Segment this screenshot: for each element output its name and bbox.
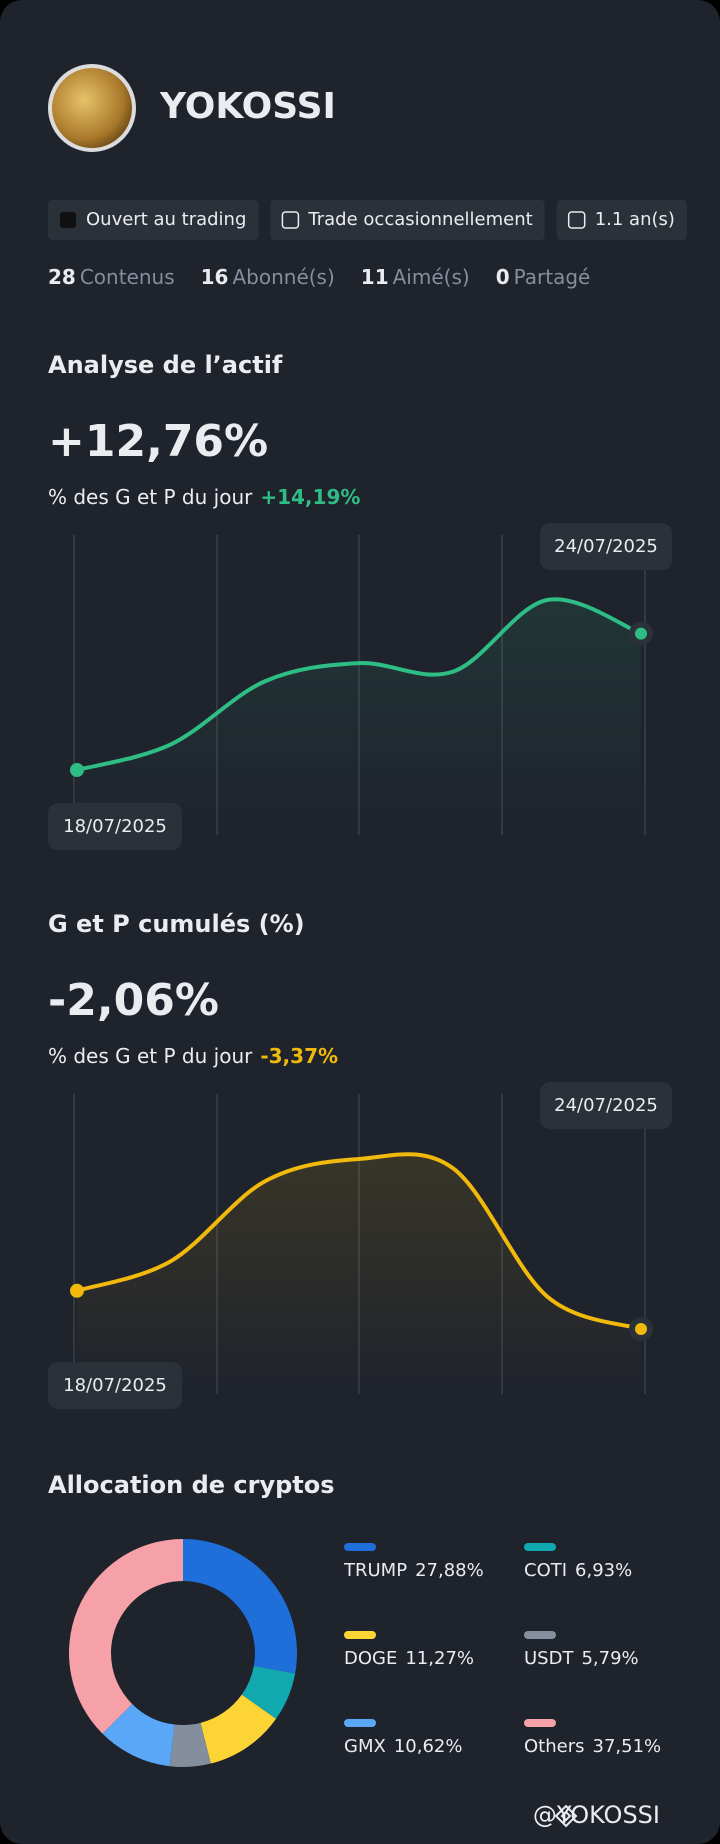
profile-name: YOKOSSI — [159, 86, 336, 127]
badge-bg — [556, 200, 687, 240]
end-point — [635, 627, 647, 640]
subtitle-text: % des G et P du jour — [48, 1044, 253, 1068]
legend-name: USDT — [524, 1648, 574, 1669]
date-box — [540, 523, 672, 570]
stat-label: Partagé — [514, 265, 591, 289]
donut-slice — [169, 1722, 211, 1767]
legend-entry: DOGE 11,27% — [344, 1648, 474, 1669]
legend-value: 10,62% — [394, 1736, 463, 1757]
subtitle-text: % des G et P du jour — [48, 485, 253, 509]
end-date: 24/07/2025 — [554, 536, 658, 557]
legend-name: Others — [524, 1736, 585, 1757]
area — [77, 1154, 641, 1394]
section-title: G et P cumulés (%) — [48, 910, 305, 938]
legend-name: GMX — [344, 1736, 386, 1757]
badge-icon — [60, 212, 76, 228]
start-date: 18/07/2025 — [63, 816, 167, 837]
day-change: +14,19% — [260, 485, 360, 509]
avatar — [52, 68, 132, 148]
stat-count: 11 — [361, 265, 389, 289]
date-box — [48, 803, 182, 850]
headline: -2,06% — [48, 975, 219, 1026]
legend-swatch — [524, 1543, 556, 1551]
badge-text: 1.1 an(s) — [595, 209, 675, 230]
stats: 28 Contenus 16 Abonné(s) 11 Aimé(s) 0 Partagé — [48, 265, 590, 289]
headline: +12,76% — [48, 416, 268, 467]
legend-entry: COTI 6,93% — [524, 1560, 632, 1581]
line — [76, 1152, 642, 1331]
legend-name: TRUMP — [343, 1560, 407, 1581]
legend-entry: TRUMP 27,88% — [343, 1560, 484, 1581]
donut-slice — [200, 1694, 277, 1764]
date-box — [540, 1082, 672, 1129]
donut-slice — [102, 1703, 175, 1767]
legend-swatch — [524, 1719, 556, 1727]
badge: 1.1 an(s) — [556, 200, 687, 240]
day-change: -3,37% — [260, 1044, 338, 1068]
legend-value: 27,88% — [415, 1560, 484, 1581]
legend-name: COTI — [524, 1560, 567, 1581]
area — [77, 599, 641, 835]
section-title: Analyse de l’actif — [48, 351, 283, 379]
badge-icon — [567, 211, 586, 229]
legend-entry: Others 37,51% — [524, 1736, 661, 1757]
section-title: Allocation de cryptos — [48, 1471, 335, 1499]
legend-swatch — [344, 1543, 376, 1551]
legend-entry: GMX 10,62% — [344, 1736, 462, 1757]
stat-count: 0 — [496, 265, 510, 289]
start-point — [70, 1283, 84, 1298]
start-date: 18/07/2025 — [63, 1375, 167, 1396]
legend-value: 6,93% — [575, 1560, 632, 1581]
legend-entry: USDT 5,79% — [524, 1648, 639, 1669]
donut-slice — [241, 1665, 296, 1719]
stat-label: Contenus — [80, 265, 175, 289]
end-point — [635, 1323, 647, 1335]
date-box — [48, 1362, 182, 1409]
donut-slice — [68, 1539, 183, 1734]
legend-value: 5,79% — [581, 1648, 638, 1669]
line — [76, 597, 642, 772]
donut-slice — [183, 1539, 298, 1674]
subtitle: % des G et P du jour +14,19% — [48, 485, 360, 509]
badge-bg — [48, 200, 259, 240]
badge-text: Ouvert au trading — [86, 209, 246, 230]
legend-value: 37,51% — [593, 1736, 662, 1757]
legend-swatch — [524, 1631, 556, 1639]
footer-logo — [554, 1804, 578, 1828]
legend-name: DOGE — [344, 1648, 397, 1669]
stat-label: Abonné(s) — [232, 265, 334, 289]
legend-swatch — [344, 1719, 376, 1727]
stat-count: 16 — [201, 265, 229, 289]
badge-bg — [270, 200, 545, 240]
legend-value: 11,27% — [405, 1648, 474, 1669]
badge-icon — [281, 211, 300, 229]
footer: @YOKOSSI — [533, 1801, 660, 1829]
subtitle: % des G et P du jour -3,37% — [48, 1044, 338, 1068]
legend-swatch — [344, 1631, 376, 1639]
start-point — [70, 763, 84, 777]
stat-label: Aimé(s) — [393, 265, 470, 289]
end-date: 24/07/2025 — [554, 1095, 658, 1116]
badge-text: Trade occasionnellement — [307, 209, 532, 230]
badge: Trade occasionnellement — [270, 200, 545, 240]
stat-count: 28 — [48, 265, 76, 289]
badge: Ouvert au trading — [48, 200, 259, 240]
